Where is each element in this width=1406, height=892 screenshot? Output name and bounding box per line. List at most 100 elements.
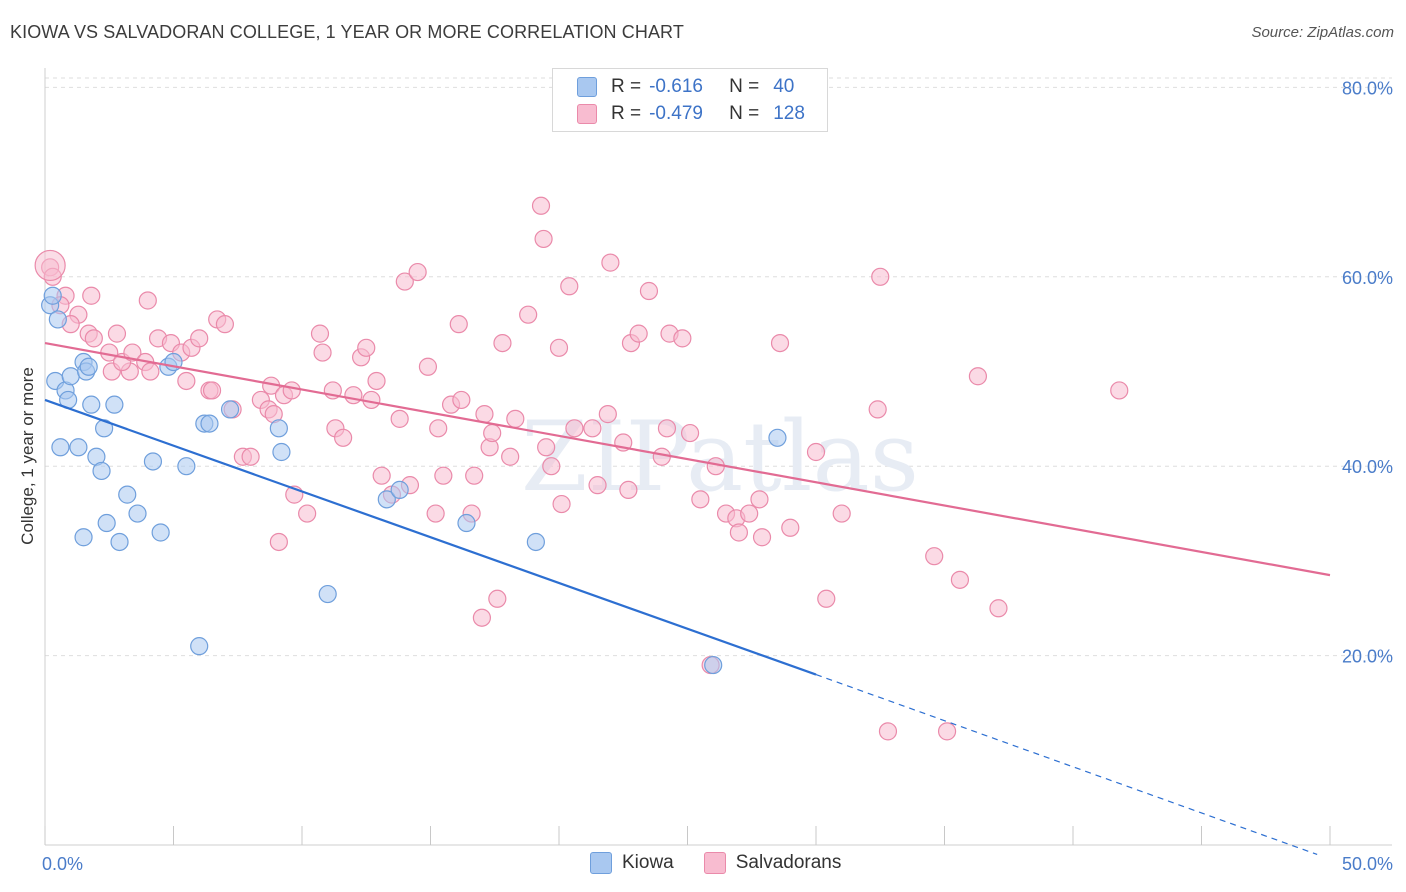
salvadorans-point bbox=[123, 343, 142, 362]
salvadorans-point bbox=[493, 333, 512, 353]
kiowa-point bbox=[269, 419, 288, 438]
salvadorans-point bbox=[598, 405, 617, 424]
salvadorans-point bbox=[408, 262, 427, 282]
salvadorans-point bbox=[107, 324, 127, 343]
kiowa-legend-label: Kiowa bbox=[622, 852, 674, 873]
salvadorans-point bbox=[871, 267, 890, 286]
salvadorans-point bbox=[269, 532, 288, 552]
salvadorans-point bbox=[588, 476, 607, 495]
legend-r-label: R = bbox=[611, 76, 642, 97]
y-tick-label: 60.0% bbox=[1342, 268, 1393, 288]
legend-row-kiowa: R = -0.616 N = 40 bbox=[577, 75, 794, 99]
y-axis-label: College, 1 year or more bbox=[18, 367, 37, 545]
kiowa-point bbox=[526, 532, 545, 552]
kiowa-point bbox=[105, 395, 124, 414]
kiowa-point bbox=[110, 532, 129, 552]
salvadorans-swatch bbox=[577, 104, 597, 124]
salvadorans-point bbox=[298, 504, 317, 523]
salvadorans-trend-line bbox=[44, 342, 1331, 577]
y-tick-label: 20.0% bbox=[1342, 647, 1393, 667]
y-tick-label: 40.0% bbox=[1342, 457, 1393, 477]
salvadorans-point bbox=[475, 405, 494, 424]
salvadorans-point bbox=[426, 504, 445, 523]
legend-item-kiowa: Kiowa bbox=[590, 852, 674, 874]
salvadorans-point bbox=[310, 324, 330, 343]
salvadorans-point bbox=[282, 381, 301, 400]
chart-title: KIOWA VS SALVADORAN COLLEGE, 1 YEAR OR M… bbox=[10, 22, 684, 42]
kiowa-point bbox=[151, 523, 170, 542]
salvadorans-point bbox=[344, 386, 363, 405]
salvadorans-point bbox=[691, 490, 710, 509]
salvadorans-point bbox=[878, 722, 898, 741]
salvadorans-point bbox=[519, 305, 538, 324]
correlation-legend: R = -0.616 N = 40 R = -0.479 N = 128 bbox=[552, 68, 828, 132]
watermark: ZIPatlas bbox=[521, 401, 919, 513]
kiowa-point bbox=[220, 400, 240, 419]
x-tick-label: 50.0% bbox=[1342, 854, 1393, 874]
tick-labels: 20.0% 40.0% 60.0% 80.0% 0.0% 50.0% bbox=[42, 78, 1393, 874]
axes bbox=[44, 68, 1392, 846]
kiowa-point bbox=[704, 655, 723, 675]
salvadorans-point bbox=[639, 281, 659, 301]
salvadorans-point bbox=[806, 442, 826, 462]
salvadorans-point bbox=[434, 466, 453, 485]
source-credit: Source: ZipAtlas.com bbox=[1251, 24, 1394, 41]
salvadorans-legend-swatch bbox=[703, 852, 726, 874]
grid-lines bbox=[45, 77, 1392, 657]
kiowa-trend-extension bbox=[815, 673, 1318, 856]
kiowa-point bbox=[200, 414, 219, 433]
kiowa-point bbox=[190, 637, 209, 656]
kiowa-point bbox=[128, 504, 147, 523]
salvadorans-point bbox=[449, 315, 468, 334]
kiowa-point bbox=[118, 485, 137, 504]
legend-n-value: 40 bbox=[773, 76, 795, 97]
kiowa-point bbox=[768, 428, 787, 447]
kiowa-point bbox=[74, 528, 93, 547]
salvadorans-point bbox=[1110, 381, 1129, 400]
salvadorans-point bbox=[989, 599, 1008, 618]
salvadorans-point bbox=[832, 504, 851, 523]
legend-r-label: R = bbox=[611, 103, 642, 124]
kiowa-point bbox=[318, 584, 337, 604]
salvadorans-point bbox=[372, 466, 391, 485]
kiowa-point bbox=[82, 395, 101, 414]
salvadorans-point bbox=[770, 333, 790, 353]
salvadorans-point bbox=[673, 329, 692, 348]
salvadorans-point bbox=[531, 196, 551, 215]
kiowa-trend-line bbox=[44, 398, 817, 676]
salvadorans-point bbox=[552, 494, 571, 514]
salvadorans-point bbox=[390, 409, 409, 428]
salvadorans-point bbox=[937, 722, 957, 741]
legend-item-salvadorans: Salvadorans bbox=[703, 852, 841, 874]
salvadorans-point bbox=[950, 570, 970, 589]
salvadorans-point bbox=[138, 291, 157, 310]
salvadorans-point bbox=[925, 547, 944, 566]
salvadorans-point bbox=[215, 315, 234, 334]
salvadorans-point bbox=[488, 589, 507, 608]
salvadorans-point bbox=[729, 523, 749, 542]
salvadorans-point bbox=[817, 589, 836, 608]
salvadorans-point bbox=[501, 447, 520, 466]
salvadorans-point bbox=[465, 466, 484, 485]
x-tick-label: 0.0% bbox=[42, 854, 83, 874]
salvadorans-point bbox=[619, 480, 638, 499]
salvadorans-point bbox=[367, 371, 386, 391]
salvadorans-point bbox=[601, 253, 620, 272]
salvadorans-point bbox=[141, 362, 160, 381]
series-legend: Kiowa Salvadorans bbox=[590, 852, 871, 874]
salvadorans-point bbox=[537, 438, 556, 457]
salvadorans-point bbox=[357, 338, 376, 357]
kiowa-points bbox=[41, 286, 787, 675]
y-tick-label: 80.0% bbox=[1342, 78, 1393, 98]
kiowa-point bbox=[48, 310, 67, 329]
kiowa-point bbox=[92, 461, 111, 481]
salvadorans-point bbox=[680, 423, 700, 443]
salvadorans-point bbox=[560, 277, 579, 296]
legend-row-salvadorans: R = -0.479 N = 128 bbox=[577, 102, 805, 126]
salvadorans-point bbox=[629, 324, 648, 343]
salvadorans-point bbox=[395, 272, 414, 291]
legend-n-label: N = bbox=[729, 76, 760, 97]
legend-r-value: -0.479 bbox=[649, 103, 703, 124]
salvadorans-point bbox=[542, 457, 561, 476]
